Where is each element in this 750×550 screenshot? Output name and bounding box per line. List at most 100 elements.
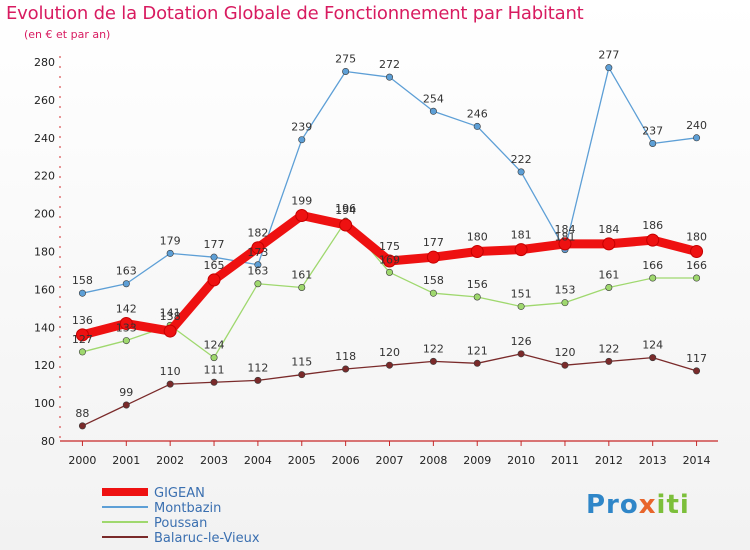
y-tick-label: 180 [34,246,55,259]
legend-label-balaruc-le-vieux: Balaruc-le-Vieux [154,531,260,546]
data-point-gigean [602,237,616,251]
x-tick-label: 2012 [595,454,623,467]
data-point-poussan [605,284,613,292]
y-tick-label: 80 [41,435,55,448]
data-label-balaruc-le-vieux: 117 [686,352,707,365]
data-label-balaruc-le-vieux: 118 [335,350,356,363]
data-label-gigean: 184 [554,223,575,236]
data-point-gigean [75,328,89,342]
data-label-gigean: 177 [423,236,444,249]
data-point-gigean [163,324,177,338]
data-label-gigean: 181 [511,229,532,242]
data-point-poussan [385,268,393,276]
data-label-balaruc-le-vieux: 120 [379,346,400,359]
data-label-poussan: 158 [423,274,444,287]
data-label-gigean: 184 [598,223,619,236]
data-point-poussan [254,280,262,288]
data-point-balaruc-le-vieux [122,401,130,409]
data-point-balaruc-le-vieux [429,357,437,365]
data-label-gigean: 182 [247,227,268,240]
data-point-gigean [558,237,572,251]
data-point-poussan [122,337,130,345]
data-point-balaruc-le-vieux [473,359,481,367]
data-label-balaruc-le-vieux: 120 [554,346,575,359]
data-point-montbazin [517,168,525,176]
data-point-montbazin [122,280,130,288]
data-point-gigean [383,254,396,268]
data-label-layer: 88 99 110 111 112 115 118 120 122 121 126 120 122 124… [72,49,707,420]
data-label-gigean: 142 [116,303,137,316]
data-point-balaruc-le-vieux [517,350,525,358]
data-label-balaruc-le-vieux: 121 [467,344,488,357]
data-point-montbazin [385,73,393,81]
data-point-balaruc-le-vieux [166,380,174,388]
proxiti-logo: Proxiti [586,490,690,520]
data-label-gigean: 138 [160,310,181,323]
data-point-poussan [78,348,86,356]
x-tick-label: 2004 [244,454,272,467]
data-label-montbazin: 222 [511,153,532,166]
y-tick-label: 280 [34,56,55,69]
data-label-gigean: 194 [335,204,356,217]
data-label-balaruc-le-vieux: 110 [160,365,181,378]
data-point-montbazin [166,249,174,257]
data-label-poussan: 141 [160,306,181,319]
y-tick-label: 220 [34,170,55,183]
data-label-montbazin: 277 [598,49,619,62]
data-label-montbazin: 239 [291,121,312,134]
data-label-balaruc-le-vieux: 112 [247,361,268,374]
data-label-montbazin: 246 [467,107,488,120]
data-point-balaruc-le-vieux [561,361,569,369]
x-tick-label: 2011 [551,454,579,467]
data-label-montbazin: 173 [247,246,268,259]
data-point-montbazin [693,134,701,142]
data-point-gigean [470,245,484,258]
data-label-gigean: 180 [686,231,707,244]
data-point-poussan [517,302,525,310]
x-tick-label: 2009 [463,454,491,467]
x-tick-label: 2008 [419,454,447,467]
data-label-montbazin: 272 [379,58,400,71]
data-label-gigean: 136 [72,314,93,327]
data-point-balaruc-le-vieux [605,357,613,365]
data-label-balaruc-le-vieux: 124 [642,339,663,352]
data-label-gigean: 186 [642,219,663,232]
data-label-poussan: 133 [116,322,137,335]
data-point-montbazin [649,139,657,147]
data-label-montbazin: 254 [423,92,444,105]
data-point-gigean [207,273,221,287]
data-point-poussan [693,274,701,282]
data-label-poussan: 124 [204,339,225,352]
y-tick-label: 140 [34,321,55,334]
data-label-montbazin: 163 [116,265,137,278]
data-label-poussan: 163 [247,265,268,278]
y-tick-label: 120 [34,359,55,372]
legend-label-montbazin: Montbazin [154,501,221,516]
data-label-balaruc-le-vieux: 99 [119,386,133,399]
data-label-poussan: 127 [72,333,93,346]
data-point-gigean [646,233,660,247]
data-label-gigean: 165 [204,259,225,272]
y-tick-label: 200 [34,208,55,221]
data-label-montbazin: 181 [554,231,575,244]
data-label-poussan: 166 [642,259,663,272]
data-point-poussan [561,299,569,307]
chart-title: Evolution de la Dotation Globale de Fonc… [6,3,584,24]
data-label-balaruc-le-vieux: 88 [75,407,89,420]
series-layer [75,64,704,430]
data-label-balaruc-le-vieux: 122 [598,342,619,355]
data-point-gigean [119,317,133,331]
x-tick-label: 2000 [68,454,96,467]
data-label-gigean: 180 [467,231,488,244]
data-point-poussan [298,284,306,292]
x-tick-label: 2006 [332,454,360,467]
data-point-gigean [295,208,309,222]
data-point-balaruc-le-vieux [693,367,701,375]
data-label-gigean: 199 [291,194,312,207]
data-label-montbazin: 179 [160,234,181,247]
data-point-balaruc-le-vieux [649,354,657,362]
data-point-balaruc-le-vieux [78,422,86,430]
data-point-montbazin [342,67,350,75]
data-label-montbazin: 177 [204,238,225,251]
data-label-poussan: 196 [335,202,356,215]
